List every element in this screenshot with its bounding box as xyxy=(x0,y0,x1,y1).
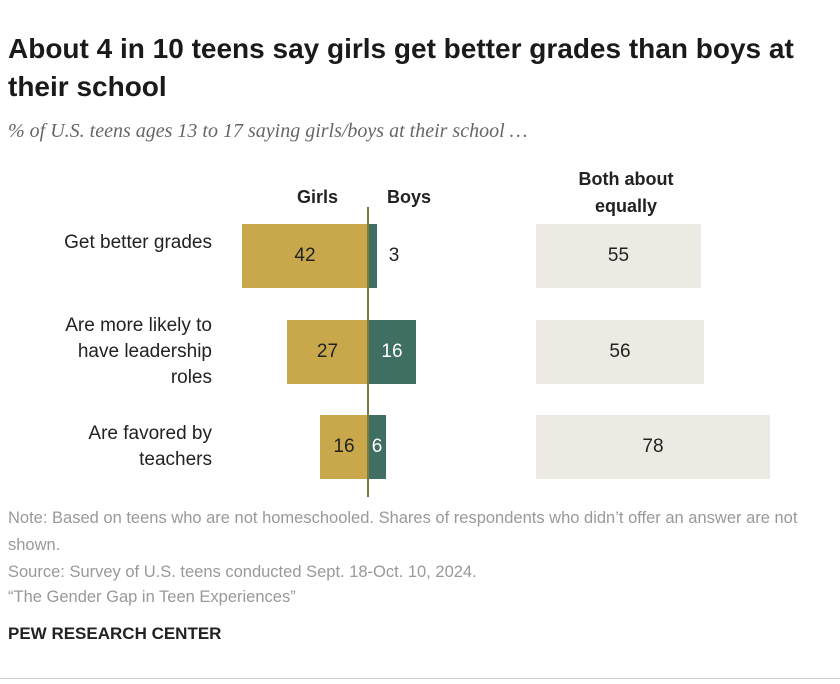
bottom-rule xyxy=(0,678,840,679)
bar xyxy=(536,415,770,479)
bar xyxy=(536,320,704,384)
report-title: “The Gender Gap in Teen Experiences” xyxy=(8,588,296,606)
chart-title: About 4 in 10 teens say girls get better… xyxy=(8,33,794,102)
value-label: 16 xyxy=(333,436,354,457)
chart-subtitle: % of U.S. teens ages 13 to 17 saying gir… xyxy=(8,120,528,142)
category-label: Are favored by teachers xyxy=(88,423,212,470)
bar xyxy=(242,224,368,288)
category-label: Get better grades xyxy=(64,232,212,253)
note: Note: Based on teens who are not homesch… xyxy=(8,509,798,554)
bar xyxy=(368,415,386,479)
value-label: 78 xyxy=(642,436,663,457)
bar xyxy=(368,224,377,288)
legend-label: Boys xyxy=(387,187,432,207)
bar xyxy=(536,224,701,288)
legend-label: Girls xyxy=(296,187,338,207)
value-label: 27 xyxy=(317,341,338,362)
category-label: Are more likely to have leadership roles xyxy=(65,315,212,388)
value-label: 16 xyxy=(381,341,402,362)
bar xyxy=(287,320,368,384)
bar xyxy=(368,320,416,384)
source: Source: Survey of U.S. teens conducted S… xyxy=(8,563,477,581)
legend-label: Both about equally xyxy=(578,169,674,216)
credit: PEW RESEARCH CENTER xyxy=(8,624,222,643)
value-label: 55 xyxy=(608,245,629,266)
bar xyxy=(320,415,368,479)
value-label: 6 xyxy=(372,436,383,457)
value-label: 42 xyxy=(294,245,315,266)
value-label: 3 xyxy=(389,245,400,266)
value-label: 56 xyxy=(609,341,630,362)
